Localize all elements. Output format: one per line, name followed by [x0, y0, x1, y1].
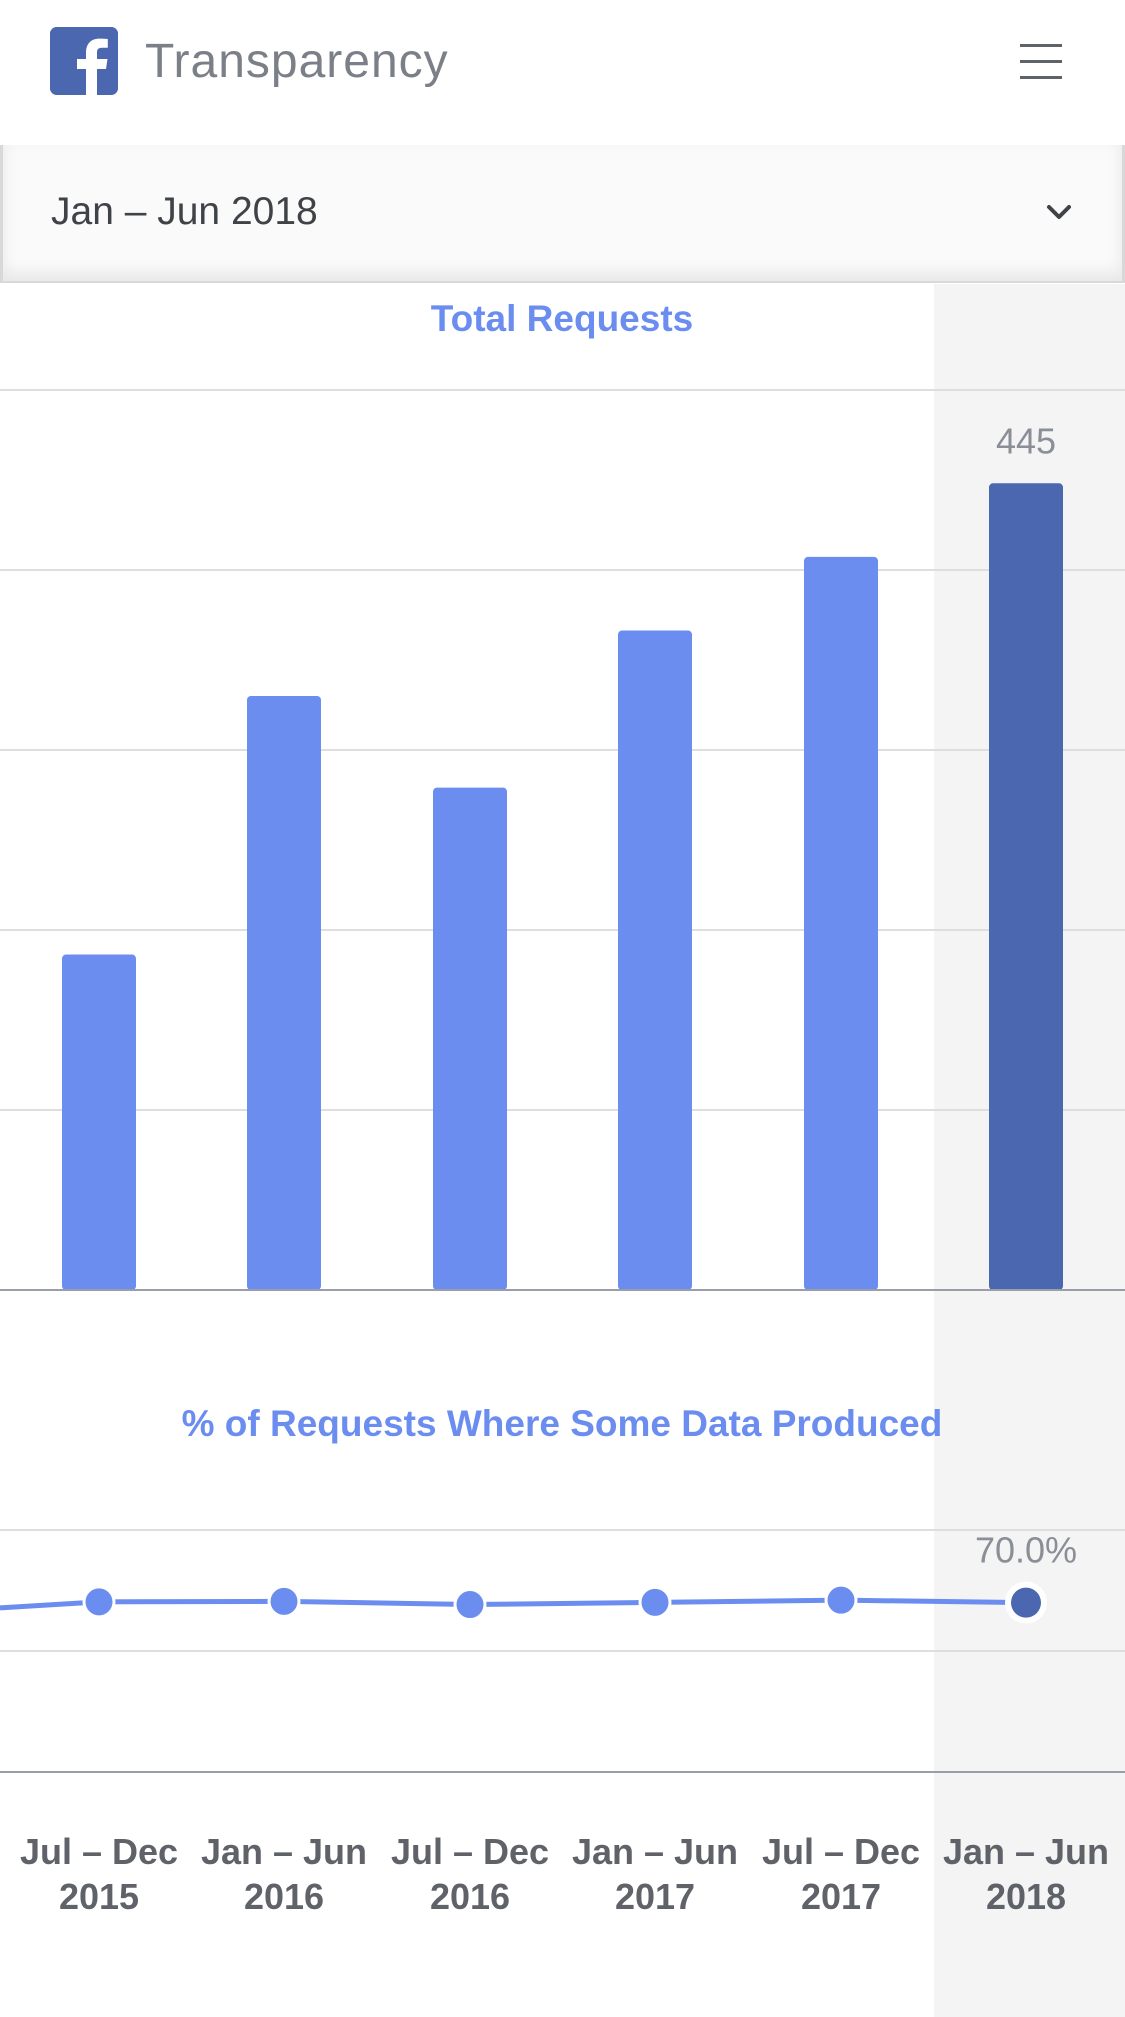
bar-3 [618, 630, 692, 1290]
x-axis-label-4: Jul – Dec [762, 1831, 920, 1872]
bar-5 [989, 483, 1063, 1291]
top-bar: Transparency [0, 0, 1125, 145]
app-title: Transparency [145, 35, 449, 88]
line-point-5 [1011, 1587, 1041, 1618]
bar-1 [247, 696, 321, 1290]
bar-2 [433, 787, 507, 1290]
x-axis-label-year-1: 2016 [244, 1876, 324, 1917]
x-axis-label-2: Jul – Dec [391, 1831, 549, 1872]
line-point-0 [82, 1585, 116, 1619]
facebook-logo-icon[interactable] [50, 27, 118, 95]
hamburger-menu-icon[interactable] [1010, 30, 1072, 92]
x-axis-label-0: Jul – Dec [20, 1831, 178, 1872]
bar-chart-title: Total Requests [431, 298, 693, 339]
chevron-down-icon[interactable] [1042, 200, 1076, 224]
line-point-1 [267, 1584, 301, 1618]
x-axis-label-3: Jan – Jun [572, 1831, 738, 1872]
period-selector-value: Jan – Jun 2018 [51, 190, 318, 233]
line-series [0, 1597, 1027, 1611]
bar-0 [62, 954, 136, 1290]
bar-value-label: 445 [996, 420, 1056, 461]
line-value-label: 70.0% [975, 1530, 1077, 1571]
line-point-3 [638, 1585, 672, 1619]
x-axis-label-year-4: 2017 [801, 1876, 881, 1917]
period-selector[interactable]: Jan – Jun 2018 [0, 145, 1125, 283]
x-axis-label-year-5: 2018 [986, 1876, 1066, 1917]
line-chart-title: % of Requests Where Some Data Produced [182, 1403, 943, 1444]
x-axis-label-5: Jan – Jun [943, 1831, 1109, 1872]
x-axis-label-year-0: 2015 [59, 1876, 139, 1917]
x-axis-label-1: Jan – Jun [201, 1831, 367, 1872]
line-point-4 [824, 1583, 858, 1617]
bar-4 [804, 556, 878, 1290]
line-point-2 [453, 1588, 487, 1622]
x-axis-label-year-3: 2017 [615, 1876, 695, 1917]
x-axis-label-year-2: 2016 [430, 1876, 510, 1917]
